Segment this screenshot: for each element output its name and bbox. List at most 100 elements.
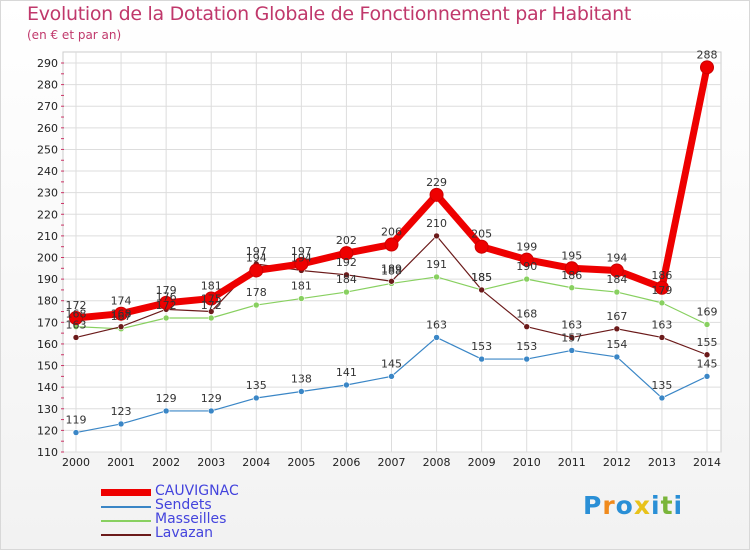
logo-letter: t [660,491,674,520]
data-label-masseilles: 172 [156,299,177,312]
data-label-sendets: 153 [516,340,537,353]
data-point-sendets [252,394,260,402]
y-tick-label: 200 [37,252,58,265]
data-point-sendets [388,373,395,380]
y-tick-label: 230 [37,187,58,200]
data-label-cauvignac: 194 [246,251,267,264]
x-tick-label: 2006 [332,456,360,469]
legend-swatch [101,489,151,496]
y-tick-label: 250 [37,143,58,156]
logo-letter: i [651,491,661,520]
data-point-masseilles [162,314,170,322]
data-point-lavazan [613,325,621,333]
data-point-cauvignac [339,246,354,261]
data-label-sendets: 145 [381,357,402,370]
data-point-sendets [523,355,531,363]
data-label-sendets: 138 [291,372,312,385]
x-tick-label: 2005 [287,456,315,469]
logo-letter: o [615,491,634,520]
data-label-lavazan: 197 [246,245,267,258]
data-label-cauvignac: 229 [426,176,447,189]
data-point-masseilles [252,301,260,309]
data-point-cauvignac [519,252,534,267]
x-tick-label: 2011 [558,456,586,469]
legend-item-cauvignac: CAUVIGNAC [101,483,301,501]
data-label-sendets: 154 [606,338,627,351]
data-label-masseilles: 179 [651,284,672,297]
data-point-cauvignac [294,256,309,271]
data-label-masseilles: 186 [561,269,582,282]
data-point-masseilles [703,321,711,328]
data-point-masseilles [207,314,215,322]
data-point-masseilles [343,288,350,296]
data-label-lavazan: 163 [561,318,582,331]
data-point-sendets [658,394,666,402]
data-label-masseilles: 185 [471,271,492,284]
y-tick-label: 280 [37,79,58,92]
data-point-lavazan [703,351,711,359]
data-label-cauvignac: 202 [336,234,357,247]
data-label-masseilles: 188 [381,264,402,277]
data-point-lavazan [433,232,440,240]
data-label-cauvignac: 172 [66,299,87,312]
data-point-sendets [433,334,440,341]
data-label-lavazan: 163 [651,318,672,331]
data-point-sendets [117,420,125,428]
y-tick-label: 110 [37,446,58,459]
data-label-cauvignac: 199 [516,241,537,254]
data-point-lavazan [72,334,80,341]
data-point-cauvignac [564,261,579,276]
data-point-cauvignac [654,280,669,295]
x-tick-label: 2010 [513,456,541,469]
data-point-lavazan [343,271,350,279]
data-label-sendets: 157 [561,331,582,344]
legend-swatch [101,534,151,536]
x-tick-label: 2009 [468,456,496,469]
data-label-cauvignac: 194 [606,251,627,264]
y-tick-label: 260 [37,122,58,135]
data-point-cauvignac [474,239,489,254]
legend-swatch [101,520,151,522]
data-point-sendets [703,373,711,380]
data-point-masseilles [523,275,531,283]
data-label-cauvignac: 181 [201,280,222,293]
data-point-masseilles [658,299,666,307]
legend-label: Lavazan [155,525,214,541]
data-label-sendets: 153 [471,340,492,353]
data-label-lavazan: 194 [291,251,312,264]
legend-item-lavazan: Lavazan [101,525,301,543]
data-label-lavazan: 168 [516,308,537,321]
data-point-lavazan [117,323,125,330]
data-label-sendets: 129 [201,392,222,405]
data-label-lavazan: 168 [111,308,132,321]
x-tick-label: 2008 [423,456,451,469]
data-point-sendets [298,388,305,395]
data-label-lavazan: 163 [66,318,87,331]
x-tick-label: 2003 [197,456,225,469]
data-label-cauvignac: 186 [651,269,672,282]
y-tick-label: 130 [37,403,58,416]
logo-letter: i [673,491,684,520]
data-point-lavazan [568,334,576,341]
data-label-sendets: 135 [651,379,672,392]
data-point-sendets [72,429,80,436]
data-label-lavazan: 189 [381,262,402,275]
x-tick-label: 2002 [152,456,180,469]
legend-swatch [101,506,151,508]
data-label-cauvignac: 197 [291,245,312,258]
x-tick-label: 2000 [62,456,90,469]
data-point-cauvignac [114,306,129,321]
data-point-lavazan [478,286,485,294]
data-label-lavazan: 175 [201,293,222,306]
data-point-sendets [613,353,621,361]
data-point-masseilles [568,284,576,292]
y-tick-label: 120 [37,424,58,437]
data-label-sendets: 141 [336,366,357,379]
data-point-cauvignac [204,291,219,306]
x-tick-label: 2007 [378,456,406,469]
data-label-masseilles: 190 [516,260,537,273]
data-point-lavazan [523,323,531,330]
y-tick-label: 180 [37,295,58,308]
data-label-lavazan: 155 [697,336,718,349]
data-point-masseilles [298,295,305,302]
